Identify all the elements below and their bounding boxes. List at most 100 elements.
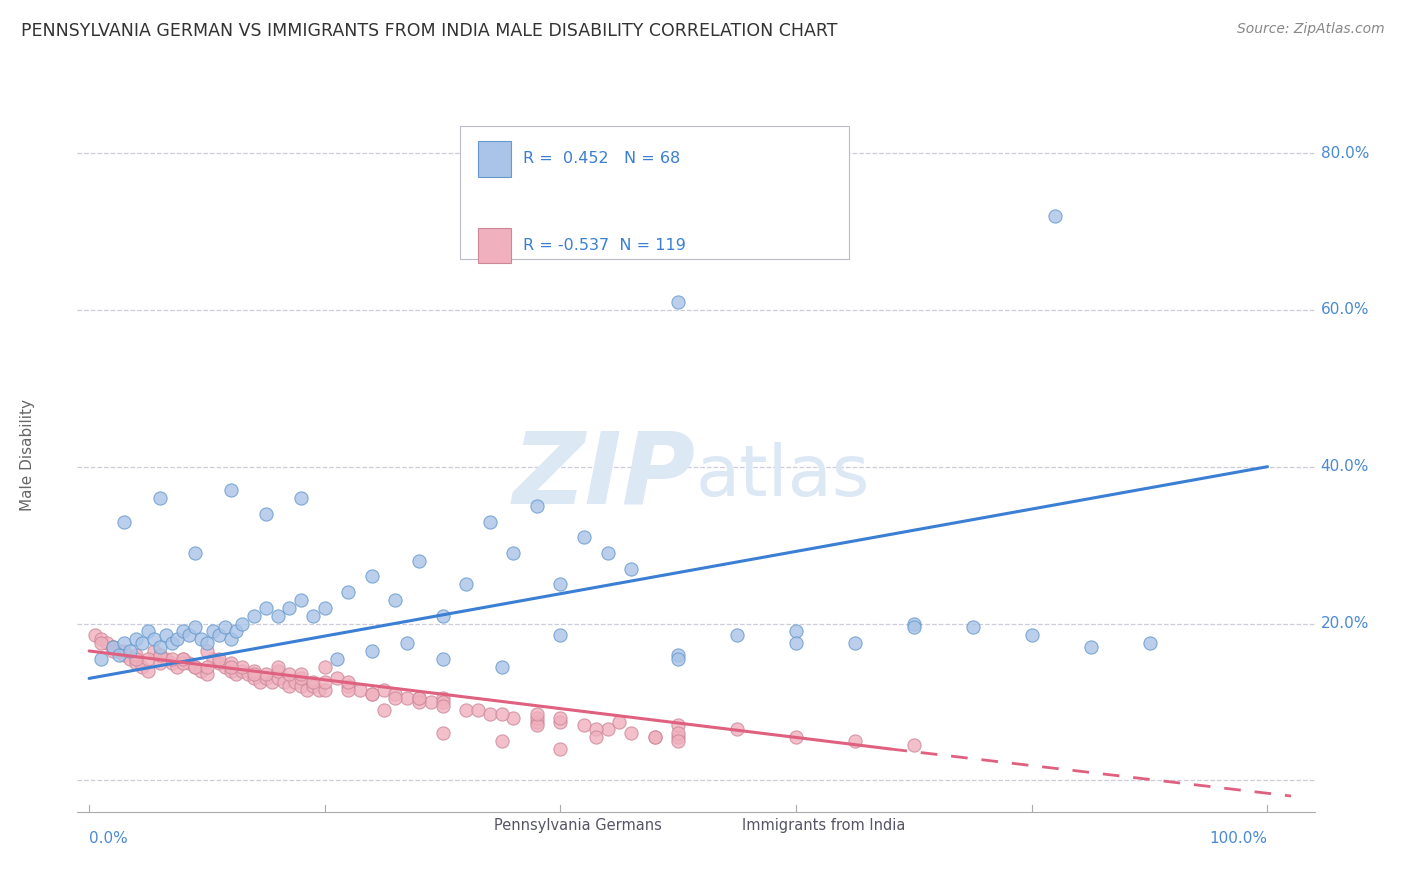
Point <box>290 667 312 681</box>
Point <box>278 667 301 681</box>
Point <box>526 718 548 732</box>
Point <box>620 726 643 740</box>
Point <box>155 628 177 642</box>
Point <box>155 652 177 666</box>
Point <box>432 695 454 709</box>
Point <box>666 734 689 748</box>
Point <box>96 636 118 650</box>
Point <box>903 616 925 631</box>
Point <box>243 664 266 678</box>
Point <box>166 659 188 673</box>
Point <box>666 648 689 662</box>
Bar <box>707 813 734 838</box>
Point <box>491 734 513 748</box>
Point <box>225 624 247 639</box>
Point <box>290 679 312 693</box>
Point <box>278 679 301 693</box>
Point <box>302 608 325 623</box>
Point <box>550 714 572 729</box>
Point <box>172 624 194 639</box>
Point <box>195 659 218 673</box>
Point <box>456 577 478 591</box>
Point <box>314 659 336 673</box>
Point <box>260 675 283 690</box>
Point <box>419 695 441 709</box>
Point <box>550 742 572 756</box>
Point <box>184 659 207 673</box>
Point <box>131 636 153 650</box>
Point <box>467 703 489 717</box>
Bar <box>478 227 510 263</box>
Point <box>131 659 153 673</box>
Point <box>195 644 218 658</box>
Text: R = -0.537  N = 119: R = -0.537 N = 119 <box>523 237 686 252</box>
Point <box>114 515 136 529</box>
Point <box>172 656 194 670</box>
Point <box>201 624 224 639</box>
Point <box>585 730 607 744</box>
Point <box>609 714 631 729</box>
Point <box>725 723 748 737</box>
Point <box>550 628 572 642</box>
Point <box>219 656 242 670</box>
Point <box>785 730 807 744</box>
Point <box>308 683 330 698</box>
Point <box>136 652 159 666</box>
Point <box>526 499 548 513</box>
Text: Source: ZipAtlas.com: Source: ZipAtlas.com <box>1237 22 1385 37</box>
Point <box>160 656 183 670</box>
Point <box>325 672 347 686</box>
Point <box>844 734 866 748</box>
Point <box>231 616 253 631</box>
Point <box>432 652 454 666</box>
Point <box>478 706 501 721</box>
Point <box>478 515 501 529</box>
Point <box>325 652 347 666</box>
Point <box>172 652 194 666</box>
Point <box>302 675 325 690</box>
Point <box>114 636 136 650</box>
Point <box>373 703 395 717</box>
Point <box>337 679 360 693</box>
Point <box>396 691 419 706</box>
Point <box>208 628 231 642</box>
Point <box>266 672 288 686</box>
Point <box>149 640 172 654</box>
Point <box>114 644 136 658</box>
Point <box>149 648 172 662</box>
Point <box>243 608 266 623</box>
Point <box>337 675 360 690</box>
Point <box>190 632 212 647</box>
Text: atlas: atlas <box>696 442 870 511</box>
Text: Immigrants from India: Immigrants from India <box>742 818 905 832</box>
Point <box>644 730 666 744</box>
Point <box>219 632 242 647</box>
Point <box>125 652 148 666</box>
Point <box>101 640 124 654</box>
Point <box>295 683 318 698</box>
Point <box>644 730 666 744</box>
Point <box>432 691 454 706</box>
Point <box>184 620 207 634</box>
Point <box>785 636 807 650</box>
Point <box>184 659 207 673</box>
Point <box>214 659 236 673</box>
Point <box>585 723 607 737</box>
Point <box>219 664 242 678</box>
Point <box>84 628 107 642</box>
Point <box>491 659 513 673</box>
Point <box>136 664 159 678</box>
Text: Male Disability: Male Disability <box>20 399 35 511</box>
Point <box>219 483 242 498</box>
Point <box>184 546 207 560</box>
Point <box>125 656 148 670</box>
Point <box>238 667 260 681</box>
Text: 20.0%: 20.0% <box>1320 616 1369 631</box>
Point <box>290 672 312 686</box>
Text: PENNSYLVANIA GERMAN VS IMMIGRANTS FROM INDIA MALE DISABILITY CORRELATION CHART: PENNSYLVANIA GERMAN VS IMMIGRANTS FROM I… <box>21 22 838 40</box>
Point <box>314 600 336 615</box>
Point <box>254 507 277 521</box>
Point <box>491 706 513 721</box>
Point <box>125 632 148 647</box>
Point <box>620 561 643 575</box>
